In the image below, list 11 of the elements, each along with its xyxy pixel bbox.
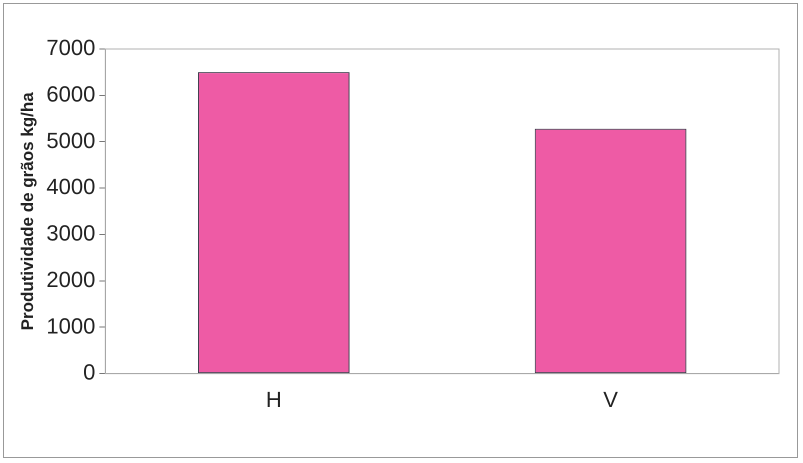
y-tick-label: 5000 [46, 128, 96, 153]
y-tick-label: 1000 [46, 313, 96, 338]
y-tick-label: 2000 [46, 266, 96, 292]
y-tick-label: 0 [83, 360, 96, 385]
y-tick-label: 6000 [46, 81, 96, 106]
y-tick-label: 3000 [46, 220, 96, 246]
y-axis-title: Produtividade de grãos kg/ha [18, 92, 37, 330]
x-tick-label: V [603, 386, 618, 412]
x-tick-label: H [266, 386, 282, 412]
y-tick-label: 4000 [46, 174, 96, 200]
y-tick-label: 7000 [46, 35, 96, 60]
